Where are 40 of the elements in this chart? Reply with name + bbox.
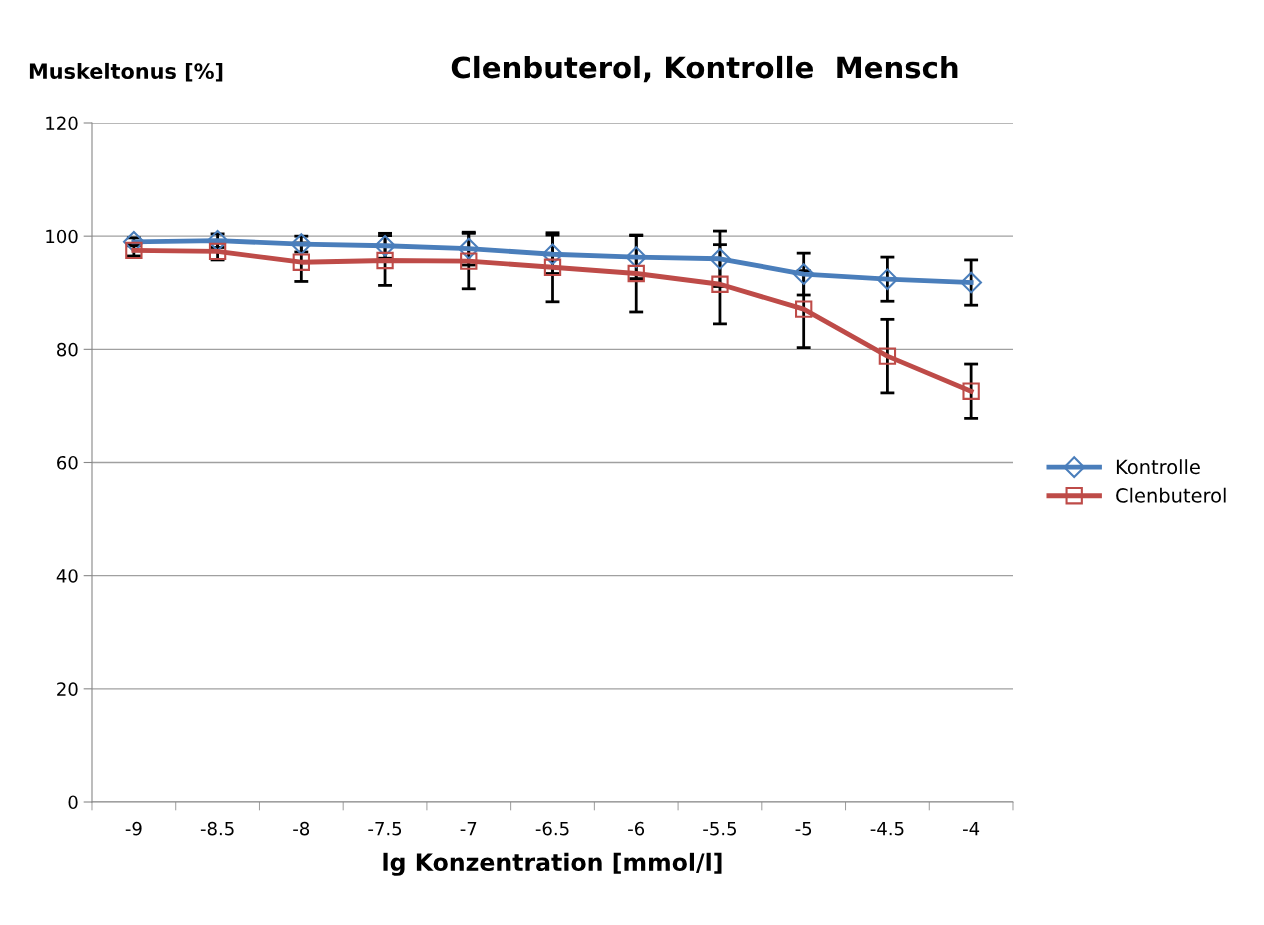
y-tick-label: 100 — [46, 229, 78, 244]
x-tick-label: -4 — [963, 822, 980, 836]
y-tick-label: 120 — [46, 116, 78, 131]
point — [960, 271, 982, 294]
y-tick-label: 0 — [68, 795, 78, 810]
x-tick-label: -4.5 — [870, 822, 904, 836]
x-tick-label: -5.5 — [703, 822, 736, 836]
y-tick-label: 20 — [57, 682, 78, 696]
point — [962, 382, 980, 400]
y-tick-label: 80 — [57, 342, 78, 357]
point — [543, 258, 562, 276]
x-tick-label: -6 — [628, 821, 645, 836]
point — [292, 253, 310, 271]
point — [792, 263, 815, 285]
x-tick-label: -5 — [795, 822, 812, 836]
point — [627, 264, 645, 283]
y-tick-label: 60 — [57, 455, 78, 470]
point — [795, 300, 813, 318]
x-tick-label: -8.5 — [200, 821, 234, 836]
point — [711, 275, 729, 293]
chart-title: Clenbuterol, Kontrolle Mensch — [451, 55, 958, 83]
point — [123, 230, 145, 253]
point — [457, 237, 480, 260]
y-axis-title: Muskeltonus [%] — [29, 62, 223, 82]
x-axis-title: lg Konzentration [mmol/l] — [383, 852, 722, 876]
y-tick-label: 40 — [56, 569, 78, 583]
x-tick-label: -8 — [293, 821, 310, 836]
point — [878, 347, 897, 365]
point — [625, 246, 648, 268]
legend-label: Clenbuterol — [1116, 487, 1226, 503]
point — [876, 268, 899, 291]
x-tick-label: -6.5 — [535, 821, 569, 836]
legend-label: Kontrolle — [1116, 459, 1200, 475]
point — [376, 251, 394, 270]
x-tick-label: -9 — [125, 821, 142, 836]
point — [460, 252, 478, 270]
point — [541, 243, 564, 266]
x-tick-label: -7 — [460, 822, 477, 836]
point — [709, 247, 731, 270]
x-tick-label: -7.5 — [368, 822, 402, 836]
